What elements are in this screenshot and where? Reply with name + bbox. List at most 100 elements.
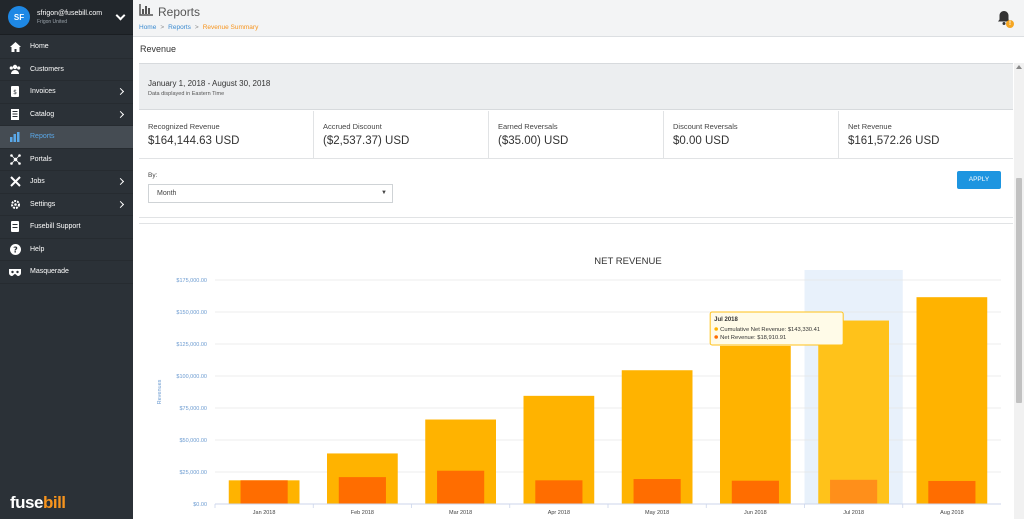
sidebar-item-home[interactable]: Home [0,36,133,59]
period-select[interactable]: Month ▼ [148,184,393,203]
sidebar-item-customers[interactable]: Customers [0,59,133,81]
cumulative-bar[interactable] [916,297,988,504]
sidebar-item-label: Portals [30,155,52,163]
stat-card: Earned Reversals ($35.00) USD [489,111,664,158]
date-range-box: January 1, 2018 - August 30, 2018 Data d… [139,63,1013,110]
net-bar[interactable] [731,480,779,504]
sidebar-item-label: Customers [30,65,64,73]
stat-value: ($35.00) USD [498,135,569,147]
sidebar-item-portals[interactable]: Portals [0,149,133,171]
sidebar-item-masquerade[interactable]: Masquerade [0,261,133,284]
scroll-up-icon[interactable] [1016,65,1022,69]
net-revenue-chart: NET REVENUE $0.00 $25,000.00 $50,000.00 $75,… [157,256,1001,516]
chevron-right-icon [116,87,125,96]
top-header: Reports Home > Reports > Revenue Summary ! [133,0,1024,37]
net-bar[interactable] [338,477,386,504]
scrollbar[interactable] [1014,63,1024,519]
user-org: Frigon United [37,18,68,25]
sidebar: SF sfrigon@fusebill.com Frigon United Ho… [0,0,133,519]
y-tick-label: $25,000.00 [179,470,207,476]
tooltip-marker-net [714,335,718,339]
help-icon: ? [9,243,21,255]
stat-card: Discount Reversals $0.00 USD [664,111,839,158]
y-tick-label: $50,000.00 [179,438,207,444]
notification-badge: ! [1006,20,1014,28]
sidebar-item-reports[interactable]: Reports [0,126,133,149]
stat-value: $161,572.26 USD [848,135,940,147]
bell-icon [998,11,1010,25]
stat-card: Accrued Discount ($2,537.37) USD [314,111,489,158]
summary-stats: Recognized Revenue $164,144.63 USD Accrued… [139,111,1013,159]
filter-bar: By: Month ▼ APPLY [139,160,1013,218]
scrollbar-thumb[interactable] [1016,178,1022,403]
sidebar-item-label: Catalog [30,110,55,118]
y-axis-label: Revenues [157,379,163,404]
fusebill-logo: fusebill [10,493,66,513]
user-email: sfrigon@fusebill.com [37,9,103,17]
invoice-icon: $ [9,86,21,98]
avatar[interactable]: SF [8,6,30,28]
chevron-right-icon [116,110,125,118]
x-tick-label: Jul 2018 [843,510,864,516]
stat-value: $0.00 USD [673,135,730,147]
stat-label: Recognized Revenue [148,122,220,131]
chevron-down-icon[interactable] [115,10,126,21]
sidebar-item-help[interactable]: ? Help [0,239,133,261]
net-bar[interactable] [928,480,976,504]
breadcrumb-separator: > [194,24,199,31]
tooltip-line-net: Net Revenue: $18,910.91 [720,335,786,341]
date-range: January 1, 2018 - August 30, 2018 [148,79,271,88]
timezone-note: Data displayed in Eastern Time [148,91,225,97]
report-panel: January 1, 2018 - August 30, 2018 Data d… [139,63,1013,519]
bar-chart-icon [9,131,21,143]
x-tick-label: Aug 2018 [940,510,964,516]
net-bar[interactable] [633,479,681,504]
tooltip-title: Jul 2018 [714,317,738,323]
tooltip-line-cumulative: Cumulative Net Revenue: $143,330.41 [720,327,820,333]
header-title: Reports [158,4,201,19]
net-bar[interactable] [535,480,583,504]
sidebar-item-settings[interactable]: Settings [0,194,133,216]
y-tick-label: $0.00 [193,502,207,508]
notifications-button[interactable]: ! [997,10,1014,28]
net-bar[interactable] [437,470,485,504]
y-tick-label: $125,000.00 [176,342,207,348]
page-header: Reports [139,4,200,19]
sidebar-item-label: Masquerade [30,268,69,276]
main-content: Revenue January 1, 2018 - August 30, 201… [133,37,1024,519]
stat-value: $164,144.63 USD [148,135,240,147]
x-tick-label: Mar 2018 [449,510,472,516]
x-tick-label: May 2018 [645,510,669,516]
stat-label: Accrued Discount [323,122,382,131]
user-menu[interactable]: SF sfrigon@fusebill.com Frigon United [0,0,133,35]
apply-button[interactable]: APPLY [957,171,1001,189]
home-icon [9,41,21,53]
cumulative-bar[interactable] [720,345,791,504]
by-label: By: [148,172,158,179]
sidebar-item-label: Home [30,43,49,51]
breadcrumb-current: Revenue Summary [202,24,259,31]
cumulative-bar[interactable] [818,320,889,504]
net-bar[interactable] [240,480,288,504]
tooltip-marker-cumulative [714,327,718,331]
stat-value: ($2,537.37) USD [323,135,410,147]
y-tick-label: $175,000.00 [176,278,207,284]
sidebar-item-jobs[interactable]: Jobs [0,171,133,194]
y-tick-label: $100,000.00 [176,374,207,380]
sidebar-item-label: Help [30,245,45,253]
stat-label: Net Revenue [848,122,892,131]
caret-down-icon: ▼ [381,190,387,196]
sidebar-item-catalog[interactable]: Catalog [0,104,133,126]
sidebar-item-label: Reports [30,133,55,141]
logo-accent: bill [42,493,66,512]
sidebar-item-fusebill-support[interactable]: Fusebill Support [0,216,133,239]
reports-icon [139,4,153,19]
chevron-right-icon [116,177,125,186]
chart-tooltip [709,311,844,346]
net-bar[interactable] [830,479,878,504]
sidebar-item-invoices[interactable]: $ Invoices [0,81,133,104]
breadcrumb-home[interactable]: Home [139,24,157,31]
stat-card: Recognized Revenue $164,144.63 USD [139,111,314,158]
breadcrumb-reports[interactable]: Reports [168,24,191,31]
svg-text:$: $ [13,89,17,96]
